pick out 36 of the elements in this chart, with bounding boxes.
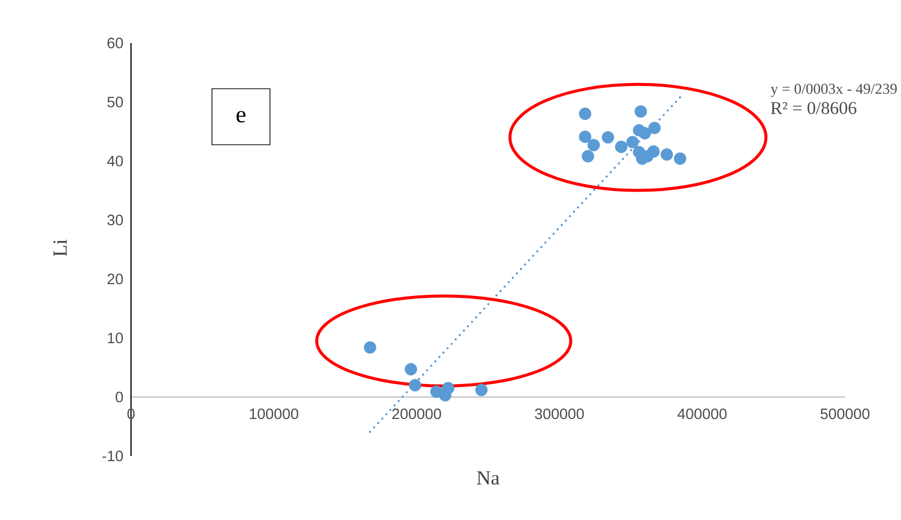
point: [634, 105, 648, 118]
point: [647, 145, 660, 158]
point: [578, 108, 592, 120]
point: [587, 138, 600, 152]
x-tick-label: 500000: [820, 408, 870, 420]
point: [638, 127, 651, 140]
point: [475, 384, 488, 396]
y-tick-label: 20: [108, 274, 123, 284]
y-axis-title: Li: [53, 239, 67, 256]
y-tick-label: 0: [116, 392, 123, 402]
annotation: e: [236, 110, 246, 123]
y-tick-label: 50: [107, 96, 123, 108]
y-tick-label: 30: [107, 214, 123, 226]
x-tick-label: 200000: [392, 408, 442, 420]
y-tick-label: 60: [108, 38, 123, 48]
x-axis-title: Na: [476, 471, 500, 485]
point: [626, 136, 639, 148]
x-tick-label: 400000: [678, 408, 727, 420]
point: [615, 140, 628, 154]
point: [404, 363, 418, 376]
y-tick-label: -10: [102, 450, 123, 462]
point: [578, 130, 592, 144]
point: [582, 150, 594, 162]
x-tick-label: 300000: [534, 408, 584, 420]
point: [438, 389, 452, 402]
annotation: y = 0/0003x - 49/239: [770, 84, 897, 97]
y-tick-label: 10: [108, 332, 123, 344]
point: [660, 148, 673, 161]
y-tick-label: 40: [107, 156, 123, 166]
annotation: R² = 0/8606: [770, 102, 856, 114]
point: [674, 152, 686, 165]
point: [602, 131, 614, 144]
point: [408, 379, 422, 392]
x-tick-label: 100000: [250, 408, 298, 420]
point: [364, 341, 376, 354]
point: [648, 122, 661, 134]
